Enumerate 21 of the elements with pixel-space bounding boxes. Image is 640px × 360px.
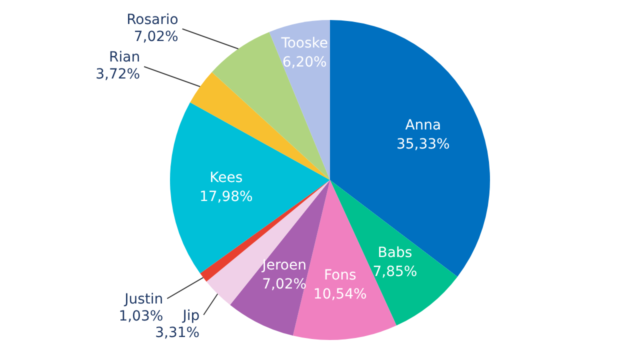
slice-label: Tooske [280,35,328,52]
data-label: 10,54% [313,286,367,303]
slice-label: Fons [324,268,356,284]
data-label: 7,02% [262,276,307,292]
pie-slice [269,20,330,180]
data-label: 35,33% [396,136,450,153]
slice-label: Justin [124,292,164,308]
slice-label: Jeroen [261,257,306,274]
slice-label: Anna [405,118,442,134]
slice-label: Rosario [126,12,178,28]
data-label: 1,03% [118,308,164,325]
slice-label: Kees [210,170,243,186]
slice-label: Jip [182,308,200,324]
data-label: 3,72% [96,66,140,83]
data-label: 3,31% [155,324,200,341]
data-label: 6,20% [282,54,327,70]
data-label: 7,02% [134,28,178,45]
slice-label: Rian [109,50,140,66]
slice-label: Babs [378,245,412,262]
data-label: 17,98% [199,189,253,206]
data-label: 7,85% [372,264,418,280]
